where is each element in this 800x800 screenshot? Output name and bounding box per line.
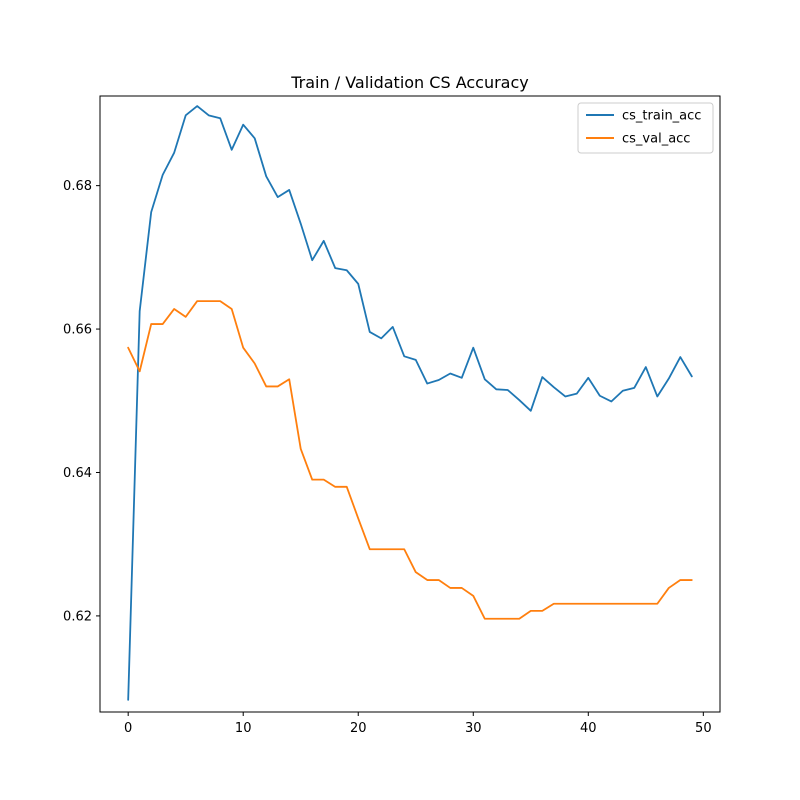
y-tick-label: 0.66 <box>63 323 92 338</box>
y-tick-label: 0.68 <box>63 179 92 194</box>
y-tick-label: 0.64 <box>63 466 92 481</box>
x-tick-label: 0 <box>124 721 132 736</box>
series-line-cs-train-acc <box>127 105 693 701</box>
x-tick-label: 10 <box>235 721 252 736</box>
chart-title: Train / Validation CS Accuracy <box>290 73 529 92</box>
legend: cs_train_acc cs_val_acc <box>577 102 714 154</box>
legend-label: cs_train_acc <box>622 109 701 124</box>
series-line-cs-val-acc <box>127 300 693 620</box>
plot-area <box>127 105 693 701</box>
axes-frame <box>99 95 721 713</box>
x-axis: 0 10 20 30 40 50 <box>124 712 712 736</box>
x-tick-label: 50 <box>695 721 712 736</box>
x-tick-label: 20 <box>350 721 367 736</box>
x-tick-label: 40 <box>580 721 597 736</box>
legend-label: cs_val_acc <box>622 132 690 147</box>
y-tick-label: 0.62 <box>63 609 92 624</box>
y-axis: 0.62 0.64 0.66 0.68 <box>63 179 100 624</box>
x-tick-label: 30 <box>465 721 482 736</box>
